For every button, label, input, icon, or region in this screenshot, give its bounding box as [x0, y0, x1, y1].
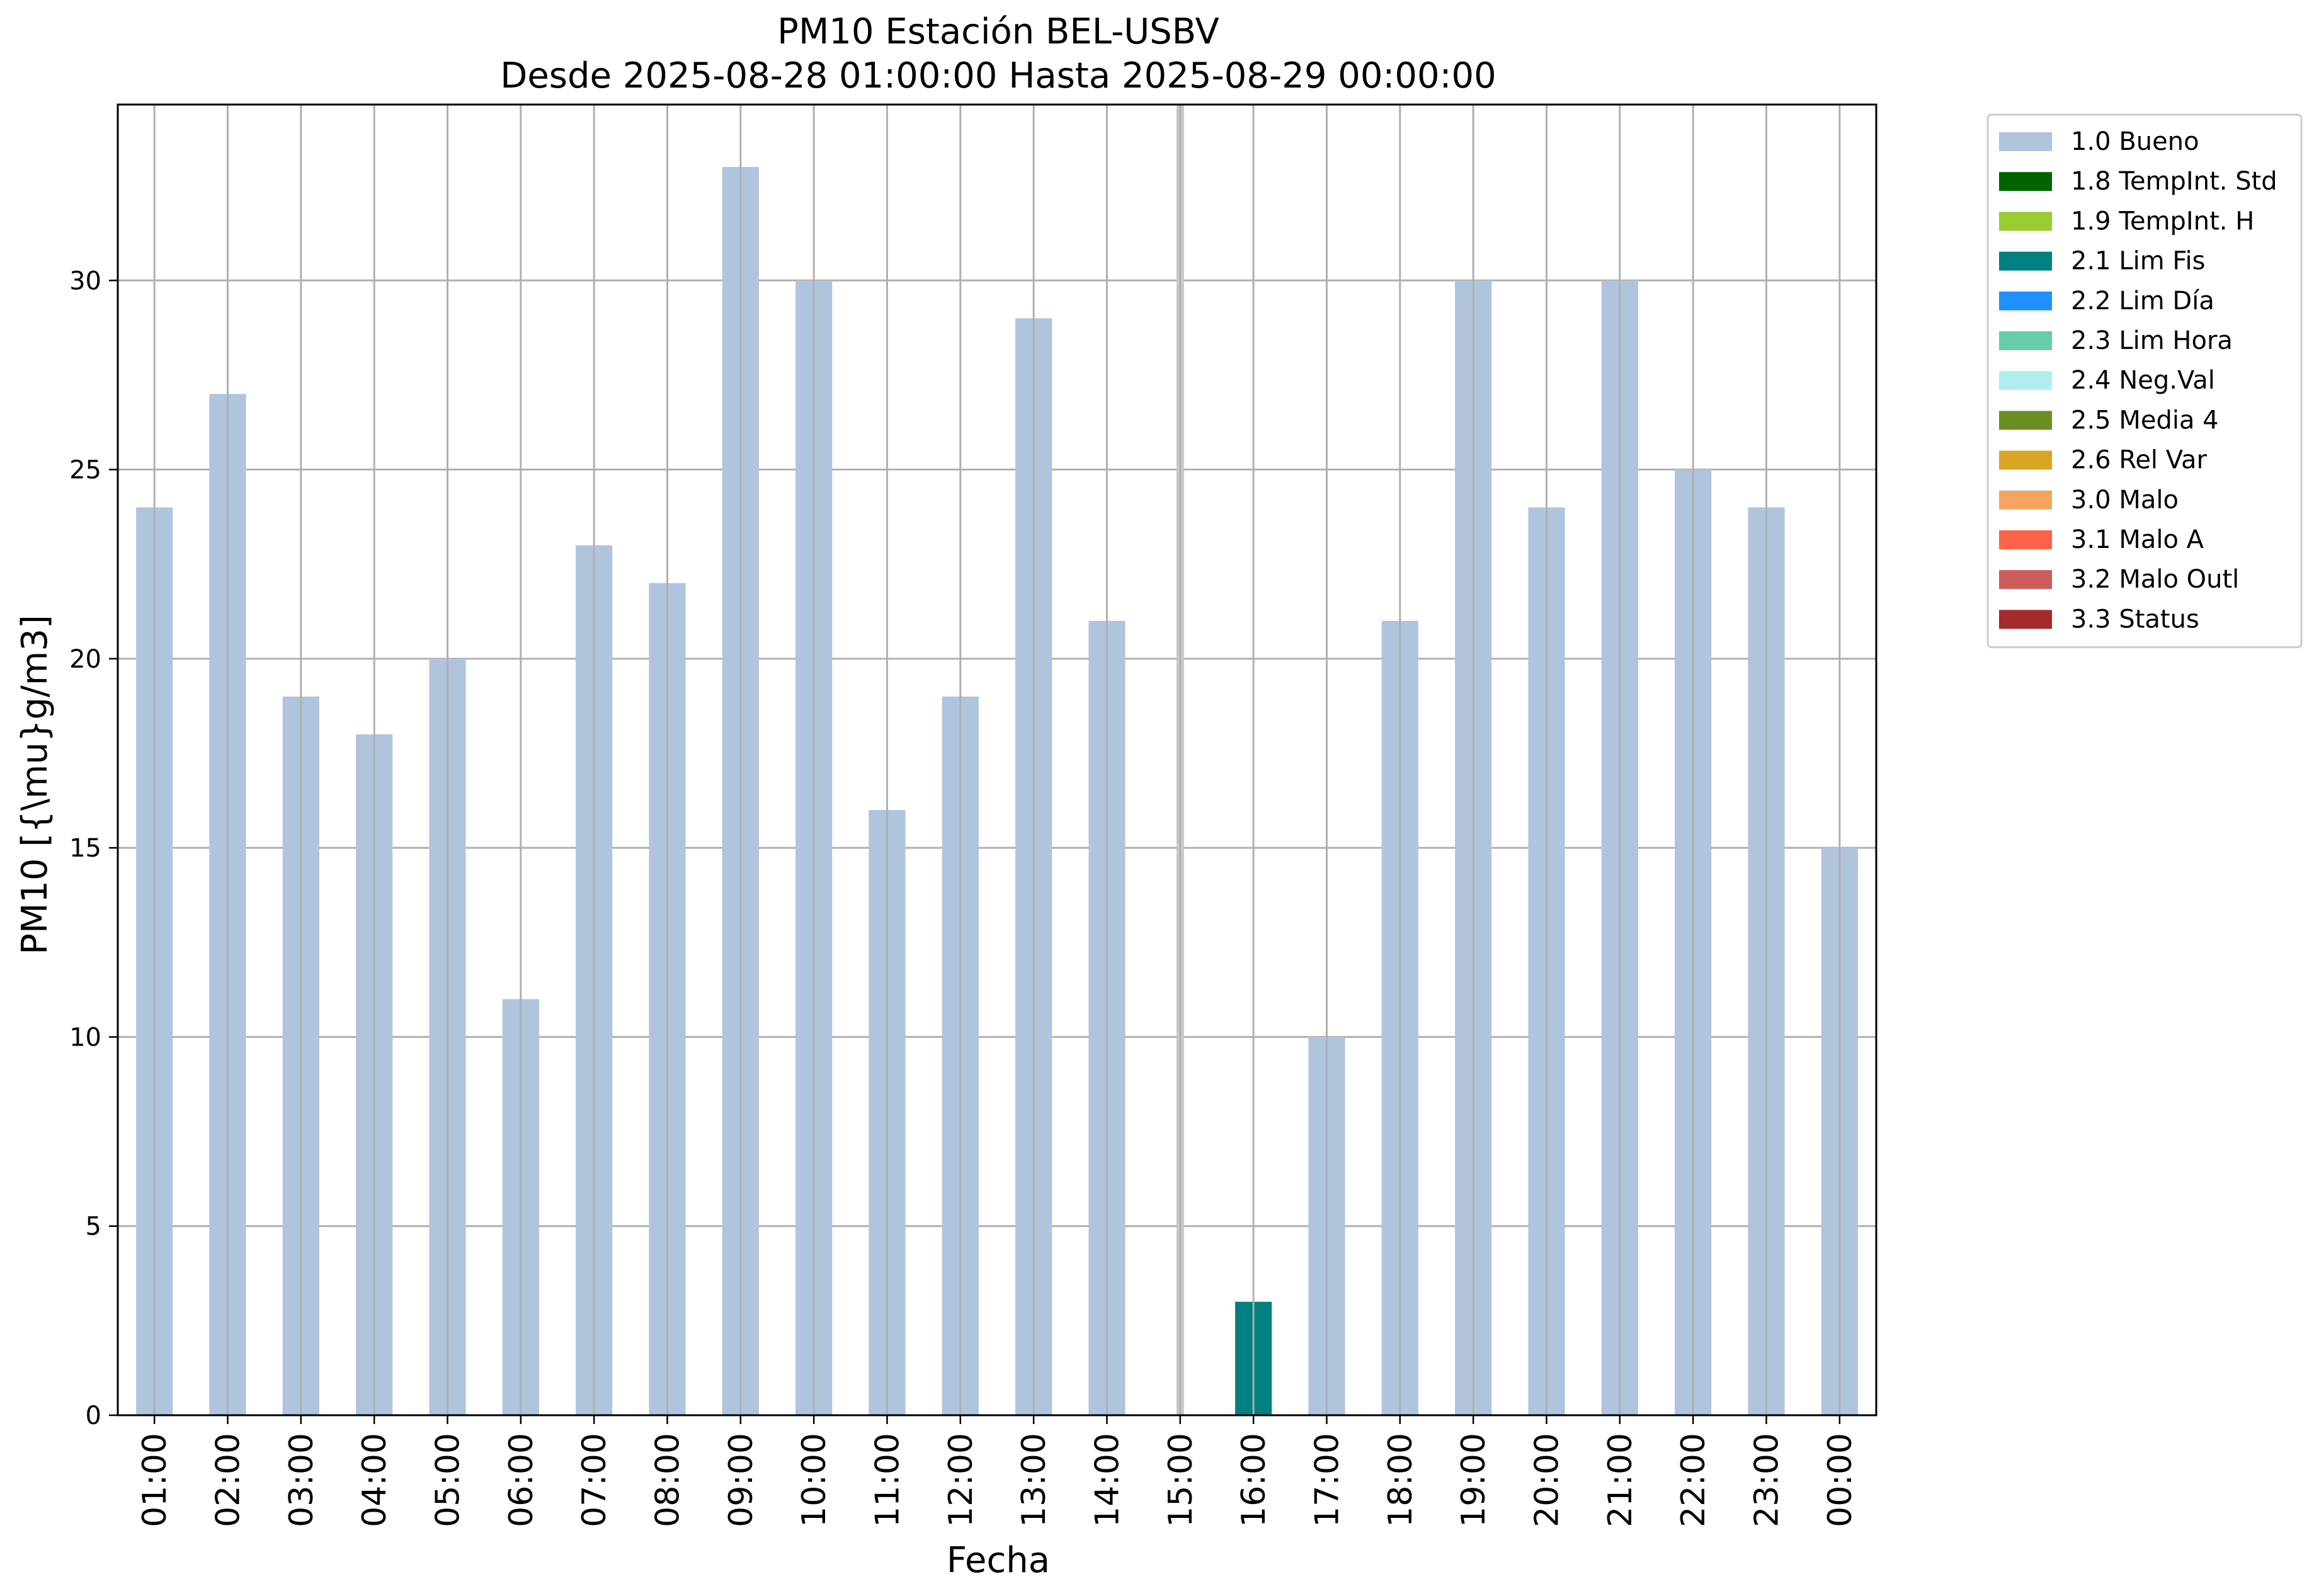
legend-label: 2.2 Lim Día	[2071, 287, 2214, 316]
legend-label: 3.0 Malo	[2071, 486, 2179, 515]
x-tick-label: 12:00	[942, 1433, 980, 1527]
legend-label: 3.3 Status	[2071, 605, 2199, 634]
x-tick-label: 11:00	[869, 1433, 907, 1527]
legend-swatch	[1999, 490, 2052, 510]
y-tick-label: 30	[69, 266, 101, 295]
x-tick-label: 10:00	[795, 1433, 833, 1527]
bars	[136, 105, 1858, 1416]
legend-swatch	[1999, 331, 2052, 350]
x-tick-label: 13:00	[1015, 1433, 1053, 1527]
axes	[117, 103, 1877, 1416]
x-tick-label: 15:00	[1162, 1433, 1200, 1527]
x-axis-ticks: 01:00 02:00 03:00 04:00 05:00 06:00 07:00 08:00…	[136, 1415, 1859, 1527]
x-tick-label: 04:00	[356, 1433, 394, 1527]
y-tick-label: 10	[69, 1023, 101, 1052]
y-axis-label: PM10 [{\mu}g/m3]	[14, 615, 55, 955]
legend-swatch	[1999, 291, 2052, 311]
y-tick-label: 15	[69, 834, 101, 863]
legend-label: 1.9 TempInt. H	[2071, 207, 2254, 236]
x-tick-label: 23:00	[1748, 1433, 1786, 1527]
x-tick-label: 21:00	[1602, 1433, 1639, 1527]
chart-title: PM10 Estación BEL-USBV	[777, 11, 1219, 52]
grid-lines	[118, 279, 1876, 1416]
x-tick-label: 05:00	[430, 1433, 467, 1527]
x-tick-label: 08:00	[649, 1433, 687, 1527]
plot-frame	[117, 103, 1877, 1416]
y-tick-label: 20	[69, 645, 101, 674]
x-tick-label: 20:00	[1529, 1433, 1566, 1527]
legend-label: 2.4 Neg.Val	[2071, 366, 2215, 395]
legend-swatch	[1999, 212, 2052, 231]
x-tick-label: 00:00	[1821, 1433, 1859, 1527]
legend-swatch	[1999, 251, 2052, 271]
y-tick-label: 5	[86, 1212, 101, 1241]
legend-swatch	[1999, 570, 2052, 590]
y-tick-label: 25	[69, 456, 101, 485]
y-axis-ticks: 0 5 10 15 20 25 30	[69, 266, 118, 1430]
x-tick-label: 03:00	[283, 1433, 321, 1527]
legend-swatch	[1999, 371, 2052, 390]
legend-box	[1986, 113, 2303, 649]
legend-label: 2.1 Lim Fis	[2071, 247, 2205, 276]
legend-label: 2.5 Media 4	[2071, 406, 2219, 435]
legend-swatch	[1999, 610, 2052, 629]
x-axis-label: Fecha	[947, 1540, 1050, 1581]
chart-subtitle: Desde 2025-08-28 01:00:00 Hasta 2025-08-…	[500, 55, 1496, 96]
x-tick-label: 02:00	[210, 1433, 248, 1527]
x-tick-label: 01:00	[136, 1433, 174, 1527]
legend-label: 1.0 Bueno	[2071, 127, 2199, 156]
x-tick-label: 14:00	[1089, 1433, 1127, 1527]
legend-swatch	[1999, 132, 2052, 151]
legend-label: 1.8 TempInt. Std	[2071, 167, 2277, 196]
x-tick-label: 17:00	[1309, 1433, 1347, 1527]
x-tick-label: 07:00	[576, 1433, 613, 1527]
legend-swatch	[1999, 530, 2052, 549]
legend-swatch	[1999, 450, 2052, 470]
legend-label: 2.6 Rel Var	[2071, 446, 2208, 475]
x-tick-label: 09:00	[722, 1433, 760, 1527]
legend-swatch	[1999, 172, 2052, 191]
legend-label: 3.2 Malo Outl	[2071, 565, 2239, 594]
legend-swatch	[1999, 411, 2052, 430]
legend-label: 3.1 Malo A	[2071, 525, 2204, 554]
x-tick-label: 16:00	[1235, 1433, 1273, 1527]
x-tick-label: 18:00	[1382, 1433, 1420, 1527]
x-tick-label: 19:00	[1455, 1433, 1493, 1527]
legend-label: 2.3 Lim Hora	[2071, 326, 2233, 355]
x-tick-label: 06:00	[503, 1433, 540, 1527]
legend: 1.0 Bueno 1.8 TempInt. Std 1.9 TempInt. H 2…	[1986, 113, 2303, 649]
y-tick-label: 0	[86, 1401, 101, 1430]
x-tick-label: 22:00	[1675, 1433, 1712, 1527]
